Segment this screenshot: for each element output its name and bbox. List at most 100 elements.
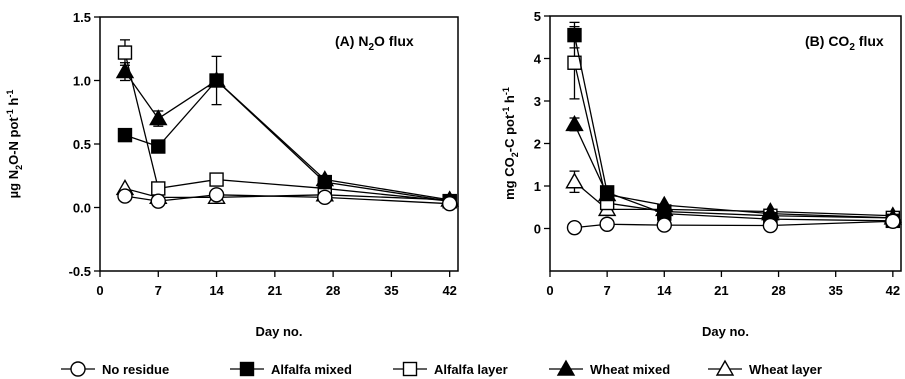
legend-marker-wheat_layer	[715, 359, 735, 376]
y-tick-label: 5	[534, 9, 541, 24]
series-line-alfalfa_layer	[124, 52, 450, 202]
y-tick-label: 0.5	[73, 137, 91, 152]
panel-title-sub: 2	[368, 42, 374, 53]
series-wheat_mixed	[115, 62, 459, 207]
legend-item-wheat_mixed: Wheat mixed	[549, 359, 670, 377]
y-tick-label: 1.0	[73, 74, 91, 89]
legend: No residue Alfalfa mixed Alfalfa layer Whea…	[61, 359, 822, 377]
series-line-alfalfa_layer	[573, 62, 893, 219]
data-point-alfalfa_mixed	[209, 73, 224, 88]
x-axis-label: Day no.	[702, 324, 749, 339]
panel-title-post: O flux	[374, 33, 414, 49]
series-line-no_residue	[574, 220, 893, 229]
data-point-wheat_layer	[565, 172, 584, 189]
data-point-alfalfa_layer	[151, 181, 166, 196]
y-axis-label-sup2: -1	[5, 90, 15, 98]
data-point-alfalfa_mixed	[151, 139, 166, 154]
series-alfalfa_layer	[567, 25, 901, 226]
series-no_residue	[566, 213, 901, 236]
legend-item-no_residue: No residue	[61, 361, 169, 377]
panel-title: (A) N2O flux	[335, 33, 414, 53]
y-axis-label-sup2: -1	[501, 87, 511, 95]
x-axis-label: Day no.	[256, 324, 303, 339]
y-tick-label: 1.5	[73, 10, 91, 25]
data-point-alfalfa_layer	[209, 172, 224, 187]
data-point-wheat_mixed	[149, 109, 168, 126]
x-tick-label: 0	[546, 283, 553, 298]
legend-item-wheat_layer: Wheat layer	[708, 359, 822, 377]
y-axis-label-sup1: -1	[501, 107, 511, 115]
y-axis-label: µg N2O-N pot-1 h-1	[5, 90, 24, 199]
data-point-alfalfa_mixed	[317, 174, 332, 190]
legend-marker-alfalfa_layer	[402, 361, 418, 377]
x-tick-label: 14	[209, 283, 224, 298]
x-tick-label: 14	[657, 283, 672, 298]
y-axis-label-mid: -C pot	[502, 114, 517, 152]
data-point-alfalfa_layer	[117, 45, 133, 60]
data-point-wheat_mixed	[565, 114, 584, 132]
legend-label: Wheat layer	[749, 362, 822, 377]
x-tick-label: 7	[604, 283, 611, 298]
y-tick-label: 3	[534, 94, 541, 109]
data-point-no_residue	[150, 193, 166, 209]
x-tick-label: 42	[886, 283, 900, 298]
data-point-no_residue	[656, 217, 672, 233]
x-tick-label: 21	[714, 283, 728, 298]
legend-label: Alfalfa layer	[434, 362, 508, 377]
y-tick-label: 0	[534, 222, 541, 237]
data-point-no_residue	[762, 217, 779, 234]
series-line-alfalfa_mixed	[124, 79, 450, 202]
legend-label: No residue	[102, 362, 169, 377]
y-axis-label-sub: 2	[510, 152, 520, 157]
series-alfalfa_mixed	[567, 21, 901, 229]
x-tick-label: 7	[155, 283, 162, 298]
data-point-no_residue	[885, 213, 901, 229]
y-axis-label: mg CO2-C pot-1 h-1	[501, 87, 520, 200]
panel-title-post: flux	[855, 33, 884, 49]
y-axis-label-sup1: -1	[5, 109, 15, 117]
series-line-wheat_mixed	[124, 71, 450, 201]
series-line-wheat_mixed	[573, 124, 893, 219]
y-axis-label-mid: O-N pot	[6, 117, 21, 165]
legend-marker-no_residue	[70, 361, 86, 377]
x-tick-label: 35	[384, 283, 398, 298]
data-point-alfalfa_mixed	[567, 27, 582, 43]
data-point-alfalfa_mixed	[117, 127, 133, 143]
x-tick-label: 35	[828, 283, 842, 298]
panel-title-sub: 2	[849, 42, 855, 53]
y-tick-label: 1	[534, 179, 541, 194]
series-line-alfalfa_mixed	[573, 34, 893, 222]
legend-item-alfalfa_layer: Alfalfa layer	[393, 361, 508, 377]
y-axis-label-mid2: h	[6, 98, 21, 110]
x-tick-label: 0	[96, 283, 103, 298]
data-point-wheat_mixed	[115, 62, 135, 79]
y-axis-label-mid2: h	[502, 95, 517, 107]
x-tick-label: 21	[268, 283, 282, 298]
legend-label: Alfalfa mixed	[271, 362, 352, 377]
y-tick-label: -0.5	[69, 264, 91, 279]
plot-frame	[549, 15, 902, 272]
panel-title: (B) CO2 flux	[805, 33, 884, 53]
legend-label: Wheat mixed	[590, 362, 670, 377]
data-point-no_residue	[441, 195, 458, 212]
x-tick-label: 28	[771, 283, 785, 298]
data-point-no_residue	[317, 189, 333, 206]
legend-item-alfalfa_mixed: Alfalfa mixed	[230, 361, 352, 377]
y-axis-label-pre: µg N	[6, 170, 21, 198]
data-point-alfalfa_mixed	[599, 185, 615, 200]
data-point-no_residue	[117, 188, 133, 204]
x-tick-label: 42	[442, 283, 456, 298]
panel-title-pre: (B) CO	[805, 33, 849, 49]
panel-title-pre: (A) N	[335, 33, 368, 49]
y-tick-label: 2	[534, 137, 541, 152]
data-point-no_residue	[208, 187, 225, 203]
y-tick-label: 0.0	[73, 201, 91, 216]
legend-marker-alfalfa_mixed	[239, 361, 255, 377]
data-point-no_residue	[599, 216, 615, 232]
data-point-no_residue	[566, 219, 583, 236]
panel-b: 0 7 14 21 28 35 42 0 1 2 3 4 5 Day no. mg CO2-C pot-1 …	[501, 9, 903, 339]
series-wheat_mixed	[565, 114, 903, 225]
y-axis-label-pre: mg CO	[502, 157, 517, 200]
